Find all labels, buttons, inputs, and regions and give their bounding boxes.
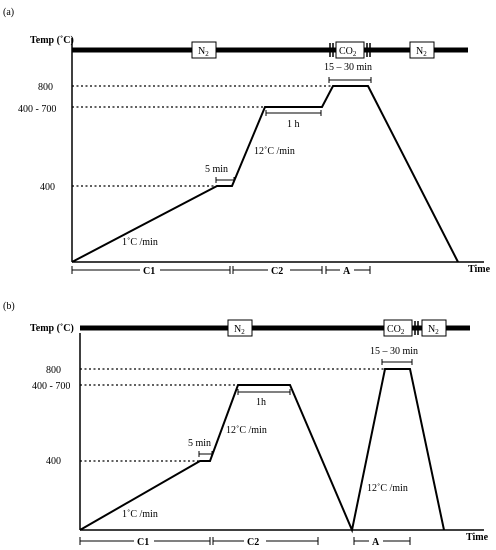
- panel-a-ytick-400-700: 400 - 700: [18, 104, 56, 115]
- panel-a-ytick-400: 400: [40, 182, 55, 193]
- panel-a-stage-c2: C2: [271, 266, 283, 277]
- panel-b-hold-400-label: 5 min: [188, 438, 211, 449]
- svg-text:N2: N2: [428, 324, 439, 336]
- panel-b-y-axis-label: Temp (˚C): [30, 323, 74, 334]
- panel-a-ytick-800: 800: [38, 82, 53, 93]
- svg-text:CO2: CO2: [339, 46, 357, 58]
- panel-b-rate-ramp2: 12˚C /min: [226, 425, 267, 436]
- panel-a-rate-ramp2: 12˚C /min: [254, 146, 295, 157]
- panel-a-gas-box-n2-second: N2: [409, 41, 435, 59]
- panel-b-hold-mid-label: 1h: [256, 397, 266, 408]
- panel-a: (a) Temp (˚C) Time N2 CO2 N2 800 400 - 7…: [3, 7, 491, 277]
- panel-a-stage-a: A: [343, 266, 351, 277]
- panel-a-gas-box-co2: CO2: [335, 41, 365, 59]
- panel-a-rate-ramp1: 1˚C /min: [122, 237, 158, 248]
- panel-b-stage-a: A: [372, 537, 380, 548]
- panel-b-stage-c1: C1: [137, 537, 149, 548]
- panel-a-label: (a): [3, 7, 14, 18]
- panel-a-hold-400-label: 5 min: [205, 164, 228, 175]
- svg-text:N2: N2: [198, 46, 209, 58]
- panel-a-x-axis-label: Time: [468, 264, 491, 275]
- panel-b-stage-bar: [79, 535, 411, 547]
- panel-b-stage-c2: C2: [247, 537, 259, 548]
- panel-b-ytick-800: 800: [46, 365, 61, 376]
- panel-b-x-axis-label: Time: [466, 532, 489, 543]
- panel-b-label: (b): [3, 301, 15, 312]
- panel-a-temperature-profile: [71, 85, 459, 263]
- panel-b-gas-box-n2-second: N2: [421, 319, 447, 337]
- panel-b-rate-ramp1: 1˚C /min: [122, 509, 158, 520]
- panel-b-gas-box-n2-first: N2: [227, 319, 253, 337]
- panel-b-hold-800-label: 15 – 30 min: [370, 346, 418, 357]
- svg-text:N2: N2: [234, 324, 245, 336]
- panel-b-ytick-400-700: 400 - 700: [32, 381, 70, 392]
- panel-b-ytick-400: 400: [46, 456, 61, 467]
- panel-a-hold-mid-label: 1 h: [287, 119, 300, 130]
- panel-a-stage-bar: [71, 264, 371, 276]
- svg-text:N2: N2: [416, 46, 427, 58]
- panel-b-temperature-profile: [79, 368, 445, 534]
- svg-text:CO2: CO2: [387, 324, 405, 336]
- panel-a-hold-800-label: 15 – 30 min: [324, 62, 372, 73]
- panel-a-y-axis-label: Temp (˚C): [30, 35, 74, 46]
- panel-b-rate-ramp3: 12˚C /min: [367, 483, 408, 494]
- panel-b-gas-box-co2: CO2: [383, 319, 413, 337]
- panel-b: (b) Temp (˚C) Time N2 CO2 N2 800 400 - 7…: [3, 301, 489, 548]
- panel-a-gas-box-n2-first: N2: [191, 41, 217, 59]
- panel-a-stage-c1: C1: [143, 266, 155, 277]
